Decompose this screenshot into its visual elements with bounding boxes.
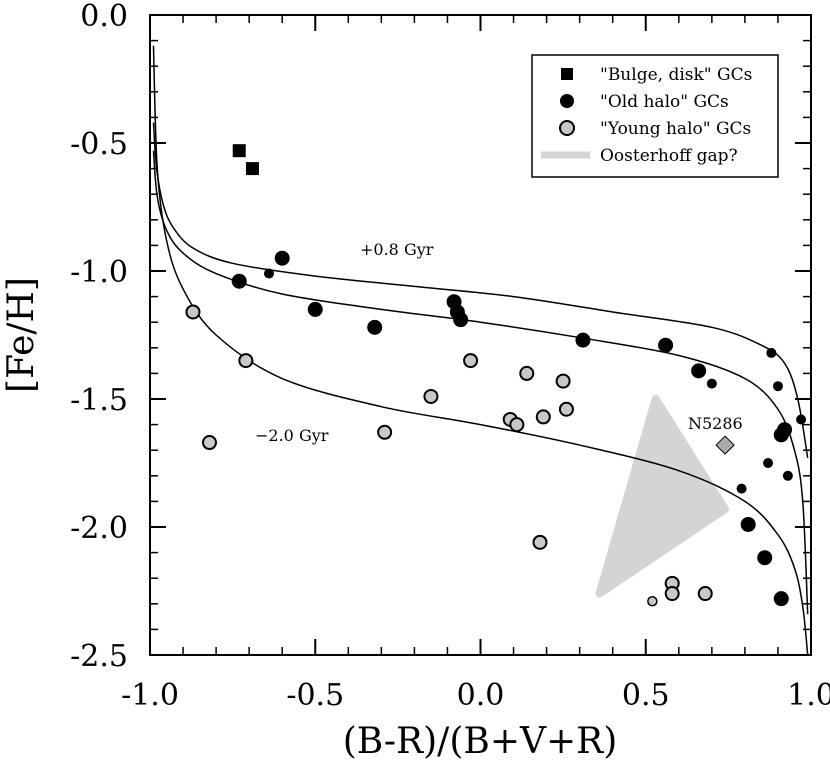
old-halo-gc-point bbox=[773, 427, 789, 443]
young-halo-gc-point bbox=[185, 304, 201, 320]
x-tick-label: -0.5 bbox=[286, 678, 344, 713]
young-halo-gc-point bbox=[558, 401, 574, 417]
old-halo-gc-point bbox=[231, 273, 247, 289]
legend-marker-young bbox=[559, 120, 575, 136]
old-halo-gc-point-small bbox=[796, 414, 807, 425]
young-halo-gc-point bbox=[555, 373, 571, 389]
old-halo-gc-point-small bbox=[736, 483, 747, 494]
isochrone-curve bbox=[152, 45, 809, 656]
young-halo-gc-point bbox=[532, 534, 548, 550]
old-halo-gc-point bbox=[691, 363, 707, 379]
lower-curve-label: −2.0 Gyr bbox=[255, 426, 329, 445]
legend-label-old: "Old halo" GCs bbox=[600, 92, 729, 112]
upper-curve-label: +0.8 Gyr bbox=[360, 240, 434, 259]
old-halo-gc-point bbox=[453, 312, 469, 328]
y-tick-label: -0.5 bbox=[70, 127, 128, 162]
y-tick-label: -1.5 bbox=[70, 383, 128, 418]
y-tick-label: -2.5 bbox=[70, 639, 128, 674]
legend-label-bulge: "Bulge, disk" GCs bbox=[600, 65, 752, 85]
young-halo-gc-point-small bbox=[647, 595, 658, 607]
legend-marker-bulge bbox=[561, 68, 573, 80]
axis-ticks bbox=[149, 14, 812, 656]
young-halo-gc-point bbox=[463, 353, 479, 369]
old-halo-gc-point bbox=[367, 319, 383, 335]
oosterhoff-gap-triangle bbox=[595, 395, 730, 598]
old-halo-gc-point bbox=[773, 591, 789, 607]
y-tick-label: -1.0 bbox=[70, 255, 128, 290]
legend-label-gap: Oosterhoff gap? bbox=[600, 146, 738, 166]
x-tick-label: 1.0 bbox=[787, 678, 830, 713]
young-halo-gc-point bbox=[664, 586, 680, 602]
y-tick-labels: 0.0 -0.5 -1.0 -1.5 -2.0 -2.5 bbox=[70, 0, 128, 674]
old-halo-gc-point-small bbox=[766, 347, 777, 358]
young-halo-gc-point bbox=[697, 586, 713, 602]
old-halo-gc-point bbox=[740, 516, 756, 532]
legend: "Bulge, disk" GCs "Old halo" GCs "Young … bbox=[531, 54, 779, 178]
y-tick-label: -2.0 bbox=[70, 511, 128, 546]
x-axis-title: (B-R)/(B+V+R) bbox=[343, 721, 618, 762]
bulge-gc-point bbox=[245, 162, 259, 176]
bulge-gc-point bbox=[232, 144, 246, 158]
young-halo-gc-point bbox=[238, 353, 254, 369]
legend-label-young: "Young halo" GCs bbox=[600, 119, 751, 139]
old-halo-gc-point bbox=[274, 250, 290, 266]
old-halo-gc-point-small bbox=[782, 470, 793, 481]
young-halo-gc-point bbox=[201, 435, 217, 451]
old-halo-gc-point-small bbox=[772, 381, 783, 392]
old-halo-gc-point-small bbox=[763, 458, 774, 468]
young-halo-gc-point bbox=[535, 409, 551, 425]
old-halo-gc-point-small bbox=[263, 268, 274, 279]
x-tick-label: 0.5 bbox=[622, 678, 670, 713]
x-tick-label: 0.0 bbox=[457, 678, 505, 713]
y-axis-title: [Fe/H] bbox=[1, 277, 42, 393]
young-halo-gc-point bbox=[519, 365, 535, 381]
isochrone-curve bbox=[152, 150, 809, 615]
old-halo-gc-point-small bbox=[706, 378, 717, 389]
legend-marker-old bbox=[560, 94, 574, 108]
old-halo-gc-point bbox=[575, 332, 591, 348]
old-halo-gc-point bbox=[658, 337, 674, 353]
young-halo-gc-point bbox=[423, 388, 439, 404]
old-halo-gc-point bbox=[757, 550, 773, 566]
y-tick-label: 0.0 bbox=[80, 0, 128, 34]
x-tick-labels: -1.0 -0.5 0.0 0.5 1.0 bbox=[121, 678, 830, 713]
young-halo-gc-point bbox=[509, 417, 525, 433]
n5286-point bbox=[715, 435, 735, 455]
young-halo-gc-point bbox=[377, 424, 393, 440]
x-tick-label: -1.0 bbox=[121, 678, 179, 713]
oosterhoff-gap-region bbox=[595, 395, 730, 598]
data-markers bbox=[185, 144, 807, 607]
n5286-label: N5286 bbox=[688, 414, 743, 433]
old-halo-gc-point bbox=[307, 301, 323, 317]
